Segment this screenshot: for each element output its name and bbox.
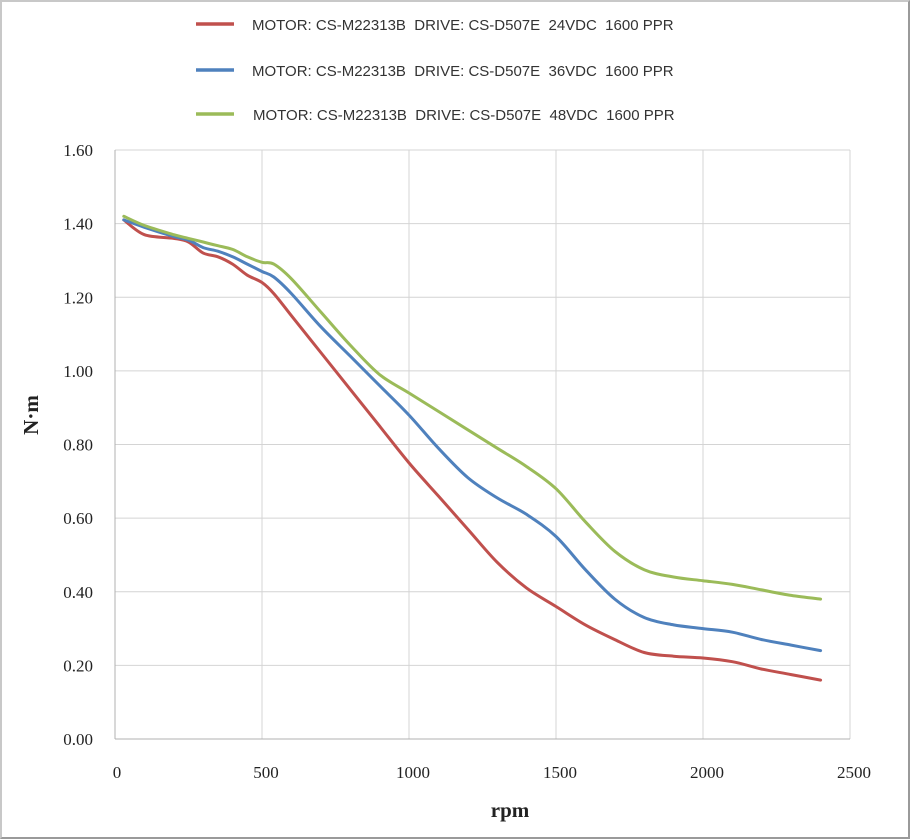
x-tick-label: 2000 (690, 763, 724, 782)
y-tick-label: 1.00 (63, 362, 93, 381)
y-axis-title: N·m (19, 395, 43, 435)
series-line-2 (122, 218, 823, 653)
y-tick-label: 0.40 (63, 583, 93, 602)
x-tick-label: 1000 (396, 763, 430, 782)
y-tick-label: 1.60 (63, 141, 93, 160)
x-tick-label: 2500 (837, 763, 871, 782)
y-tick-label: 0.80 (63, 436, 93, 455)
x-tick-label: 0 (113, 763, 122, 782)
y-tick-label: 1.40 (63, 215, 93, 234)
axes (114, 150, 850, 740)
x-tick-label: 500 (253, 763, 279, 782)
x-tick-label: 1500 (543, 763, 577, 782)
series-line-1 (122, 218, 823, 682)
y-tick-label: 0.60 (63, 509, 93, 528)
y-tick-label: 1.20 (63, 288, 93, 307)
grid-lines (114, 149, 851, 740)
series-lines (122, 214, 823, 682)
legend-label-1: MOTOR: CS-M22313B DRIVE: CS-D507E 24VDC … (252, 17, 674, 34)
tick-labels: 0.00 0.20 0.40 0.60 0.80 1.00 1.20 1.40 1.60 0 500… (63, 141, 871, 782)
x-axis-title: rpm (491, 798, 530, 822)
legend-label-3: MOTOR: CS-M22313B DRIVE: CS-D507E 48VDC … (253, 107, 675, 124)
y-tick-label: 0.00 (63, 730, 93, 749)
legend-label-2: MOTOR: CS-M22313B DRIVE: CS-D507E 36VDC … (252, 63, 674, 80)
series-line-3 (122, 214, 823, 601)
legend: MOTOR: CS-M22313B DRIVE: CS-D507E 24VDC … (196, 17, 675, 124)
y-tick-label: 0.20 (63, 656, 93, 675)
